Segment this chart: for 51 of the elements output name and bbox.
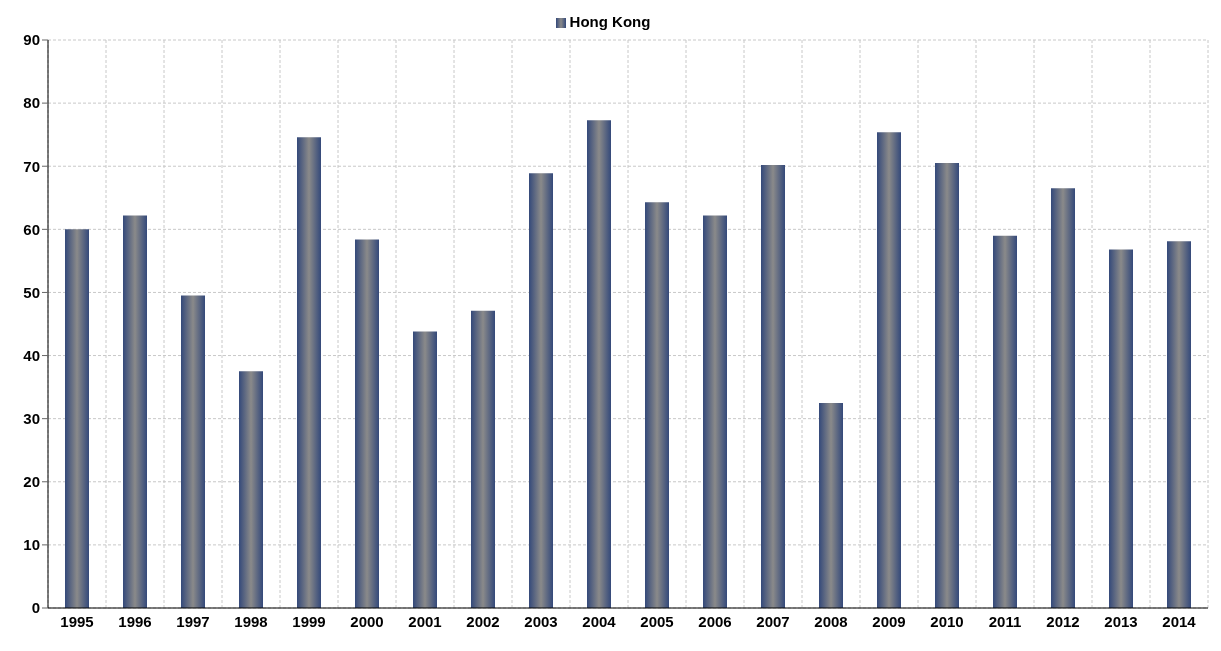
bar bbox=[413, 331, 437, 608]
x-tick-label: 2002 bbox=[466, 612, 500, 630]
x-tick-label: 2012 bbox=[1046, 612, 1080, 630]
bar bbox=[1167, 241, 1191, 608]
bar bbox=[819, 402, 843, 608]
y-tick-label: 80 bbox=[23, 94, 40, 112]
y-tick-label: 30 bbox=[23, 409, 40, 427]
y-tick-label: 10 bbox=[23, 536, 40, 554]
x-tick-label: 2009 bbox=[872, 612, 906, 630]
bar bbox=[529, 173, 553, 608]
x-tick-label: 2010 bbox=[930, 612, 964, 630]
x-tick-label: 2006 bbox=[698, 612, 732, 630]
x-tick-label: 2007 bbox=[756, 612, 790, 630]
x-tick-label: 1998 bbox=[234, 612, 268, 630]
bar bbox=[993, 235, 1017, 608]
x-tick-label: 2003 bbox=[524, 612, 558, 630]
x-tick-label: 1996 bbox=[118, 612, 152, 630]
y-tick-label: 70 bbox=[23, 157, 40, 175]
bar bbox=[123, 215, 147, 608]
x-tick-label: 1995 bbox=[60, 612, 94, 630]
x-tick-label: 2005 bbox=[640, 612, 674, 630]
y-tick-label: 90 bbox=[23, 31, 40, 49]
y-tick-label: 60 bbox=[23, 220, 40, 238]
bar bbox=[587, 120, 611, 608]
x-tick-label: 2011 bbox=[988, 612, 1022, 630]
y-tick-label: 20 bbox=[23, 473, 40, 491]
bar bbox=[297, 137, 321, 608]
bar bbox=[355, 239, 379, 608]
bar bbox=[65, 229, 89, 608]
x-tick-label: 1997 bbox=[176, 612, 210, 630]
legend-label: Hong Kong bbox=[569, 13, 651, 30]
bar bbox=[935, 163, 959, 608]
bar bbox=[761, 164, 785, 608]
bar bbox=[703, 215, 727, 608]
y-tick-label: 40 bbox=[23, 346, 40, 364]
x-tick-label: 2000 bbox=[350, 612, 384, 630]
bar bbox=[1051, 188, 1075, 608]
y-tick-label: 0 bbox=[31, 599, 40, 617]
x-tick-label: 2013 bbox=[1104, 612, 1138, 630]
bar bbox=[645, 202, 669, 608]
bar bbox=[181, 295, 205, 608]
bar bbox=[877, 132, 901, 608]
bar bbox=[471, 310, 495, 608]
y-tick-label: 50 bbox=[23, 283, 40, 301]
x-tick-label: 2008 bbox=[814, 612, 848, 630]
bar bbox=[239, 371, 263, 608]
bar bbox=[1109, 249, 1133, 608]
x-tick-label: 2004 bbox=[582, 612, 617, 630]
x-tick-label: 2001 bbox=[408, 612, 442, 630]
x-tick-label: 2014 bbox=[1162, 612, 1197, 630]
x-tick-label: 1999 bbox=[292, 612, 326, 630]
